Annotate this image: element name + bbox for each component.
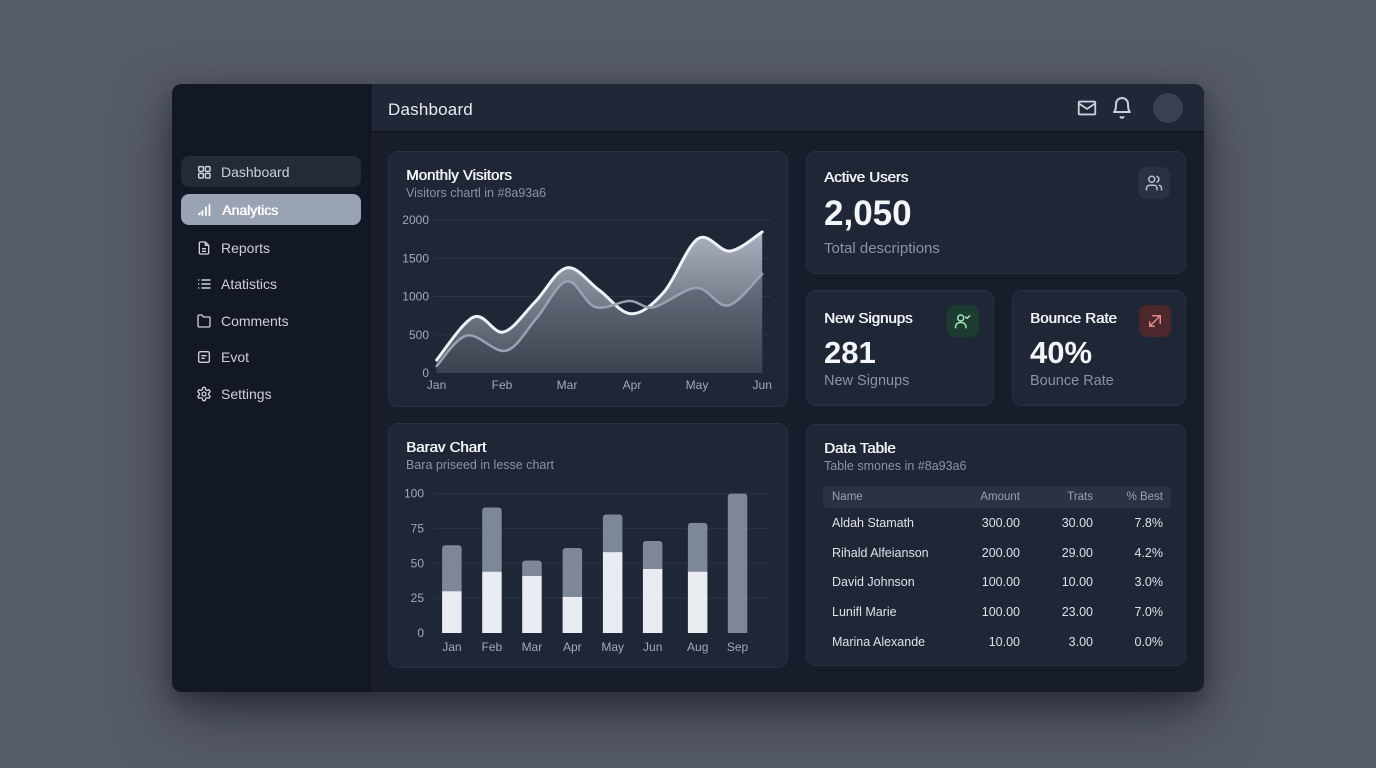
svg-text:500: 500 [409, 328, 429, 342]
svg-text:Jan: Jan [442, 640, 461, 654]
svg-text:75: 75 [411, 521, 425, 535]
svg-text:0: 0 [422, 366, 429, 380]
svg-text:Feb: Feb [492, 378, 513, 392]
svg-text:Jan: Jan [427, 378, 446, 392]
svg-text:Apr: Apr [563, 640, 582, 654]
svg-text:Jun: Jun [753, 378, 772, 392]
svg-text:Feb: Feb [482, 640, 503, 654]
svg-text:May: May [601, 640, 624, 654]
svg-text:1500: 1500 [402, 251, 429, 265]
svg-text:May: May [686, 378, 709, 392]
svg-text:Aug: Aug [687, 640, 708, 654]
svg-text:Mar: Mar [522, 640, 543, 654]
svg-text:100: 100 [404, 487, 424, 501]
svg-text:Sep: Sep [727, 640, 749, 654]
svg-text:2000: 2000 [402, 213, 429, 227]
svg-text:1000: 1000 [402, 290, 429, 304]
svg-text:Mar: Mar [557, 378, 578, 392]
svg-text:Jun: Jun [643, 640, 662, 654]
svg-text:50: 50 [411, 556, 425, 570]
svg-text:0: 0 [417, 626, 424, 640]
svg-text:25: 25 [411, 591, 425, 605]
svg-text:Apr: Apr [623, 378, 642, 392]
